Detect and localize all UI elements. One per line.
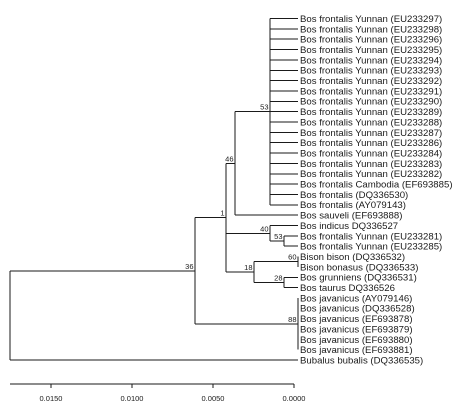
leaf-label-bos-frontalis-yunnan-eu233286: Bos frontalis Yunnan (EU233286)	[300, 138, 442, 149]
leaf-label-bos-frontalis-yunnan-eu233281: Bos frontalis Yunnan (EU233281)	[300, 231, 442, 242]
scale-axis-tick-label: 0.0150	[40, 394, 63, 403]
leaf-label-bos-frontalis-yunnan-eu233296: Bos frontalis Yunnan (EU233296)	[300, 35, 442, 46]
leaf-label-bubalus-bubalis-dq336535: Bubalus bubalis (DQ336535)	[300, 355, 423, 366]
leaf-label-bos-frontalis-yunnan-eu233295: Bos frontalis Yunnan (EU233295)	[300, 45, 442, 56]
leaf-label-bos-javanicus-dq336528: Bos javanicus (DQ336528)	[300, 304, 415, 315]
leaf-label-bos-javanicus-ef693879: Bos javanicus (EF693879)	[300, 324, 413, 335]
scale-axis: 0.0150 0.0100 0.0050 0.0000	[10, 383, 306, 403]
tree-branches	[9, 18, 299, 361]
bootstrap-value-n1: 1	[220, 209, 224, 218]
leaf-label-bos-frontalis-yunnan-eu233283: Bos frontalis Yunnan (EU233283)	[300, 159, 442, 170]
leaf-label-bos-frontalis-yunnan-eu233294: Bos frontalis Yunnan (EU233294)	[300, 55, 442, 66]
bootstrap-value-n36: 36	[185, 262, 193, 271]
bootstrap-value-n53b: 53	[274, 232, 282, 241]
leaf-label-bos-taurus-dq336526: Bos taurus DQ336526	[300, 283, 395, 294]
leaf-label-bos-frontalis-yunnan-eu233287: Bos frontalis Yunnan (EU233287)	[300, 128, 442, 139]
bootstrap-value-n46: 46	[225, 154, 233, 163]
leaf-label-bos-frontalis-yunnan-eu233293: Bos frontalis Yunnan (EU233293)	[300, 66, 442, 77]
leaf-label-bos-frontalis-yunnan-eu233297: Bos frontalis Yunnan (EU233297)	[300, 14, 442, 25]
leaf-label-bos-frontalis-cambodia-ef693885: Bos frontalis Cambodia (EF693885)	[300, 180, 453, 191]
leaf-label-bos-indicus-dq336527: Bos indicus DQ336527	[300, 221, 398, 232]
bootstrap-value-n28: 28	[274, 273, 282, 282]
leaf-labels: Bos frontalis Yunnan (EU233297)Bos front…	[300, 14, 453, 367]
scale-axis-tick-label: 0.0000	[283, 394, 306, 403]
bootstrap-value-n40: 40	[260, 224, 268, 233]
leaf-label-bos-frontalis-yunnan-eu233284: Bos frontalis Yunnan (EU233284)	[300, 148, 442, 159]
leaf-label-bos-frontalis-yunnan-eu233288: Bos frontalis Yunnan (EU233288)	[300, 117, 442, 128]
leaf-label-bos-frontalis-yunnan-eu233290: Bos frontalis Yunnan (EU233290)	[300, 97, 442, 108]
leaf-label-bos-frontalis-ay079143: Bos frontalis (AY079143)	[300, 200, 406, 211]
leaf-label-bos-javanicus-ef693881: Bos javanicus (EF693881)	[300, 345, 413, 356]
leaf-label-bos-frontalis-yunnan-eu233298: Bos frontalis Yunnan (EU233298)	[300, 24, 442, 35]
leaf-label-bison-bonasus-dq336533: Bison bonasus (DQ336533)	[300, 262, 418, 273]
leaf-label-bos-javanicus-ef693878: Bos javanicus (EF693878)	[300, 314, 413, 325]
leaf-label-bos-frontalis-yunnan-eu233282: Bos frontalis Yunnan (EU233282)	[300, 169, 442, 180]
leaf-label-bos-frontalis-yunnan-eu233291: Bos frontalis Yunnan (EU233291)	[300, 86, 442, 97]
scale-axis-tick-label: 0.0100	[121, 394, 144, 403]
bootstrap-value-n53a: 53	[260, 103, 268, 112]
leaf-label-bos-frontalis-yunnan-eu233289: Bos frontalis Yunnan (EU233289)	[300, 107, 442, 118]
leaf-label-bos-frontalis-yunnan-eu233285: Bos frontalis Yunnan (EU233285)	[300, 242, 442, 253]
bootstrap-value-n60: 60	[288, 253, 296, 262]
leaf-label-bos-javanicus-ay079146: Bos javanicus (AY079146)	[300, 293, 412, 304]
leaf-label-bos-grunniens-dq336531: Bos grunniens (DQ336531)	[300, 273, 417, 284]
leaf-label-bos-frontalis-yunnan-eu233292: Bos frontalis Yunnan (EU233292)	[300, 76, 442, 87]
leaf-label-bos-javanicus-ef693880: Bos javanicus (EF693880)	[300, 335, 413, 346]
scale-axis-tick-label: 0.0050	[202, 394, 225, 403]
bootstrap-values: 53 46 53 40 60 28 18 1 88 36	[185, 103, 296, 324]
leaf-label-bos-sauveli-ef693888: Bos sauveli (EF693888)	[300, 211, 402, 222]
bootstrap-value-n18: 18	[244, 263, 252, 272]
leaf-label-bos-frontalis-dq336530: Bos frontalis (DQ336530)	[300, 190, 408, 201]
leaf-label-bison-bison-dq336532: Bison bison (DQ336532)	[300, 252, 405, 263]
bootstrap-value-n88: 88	[288, 315, 296, 324]
